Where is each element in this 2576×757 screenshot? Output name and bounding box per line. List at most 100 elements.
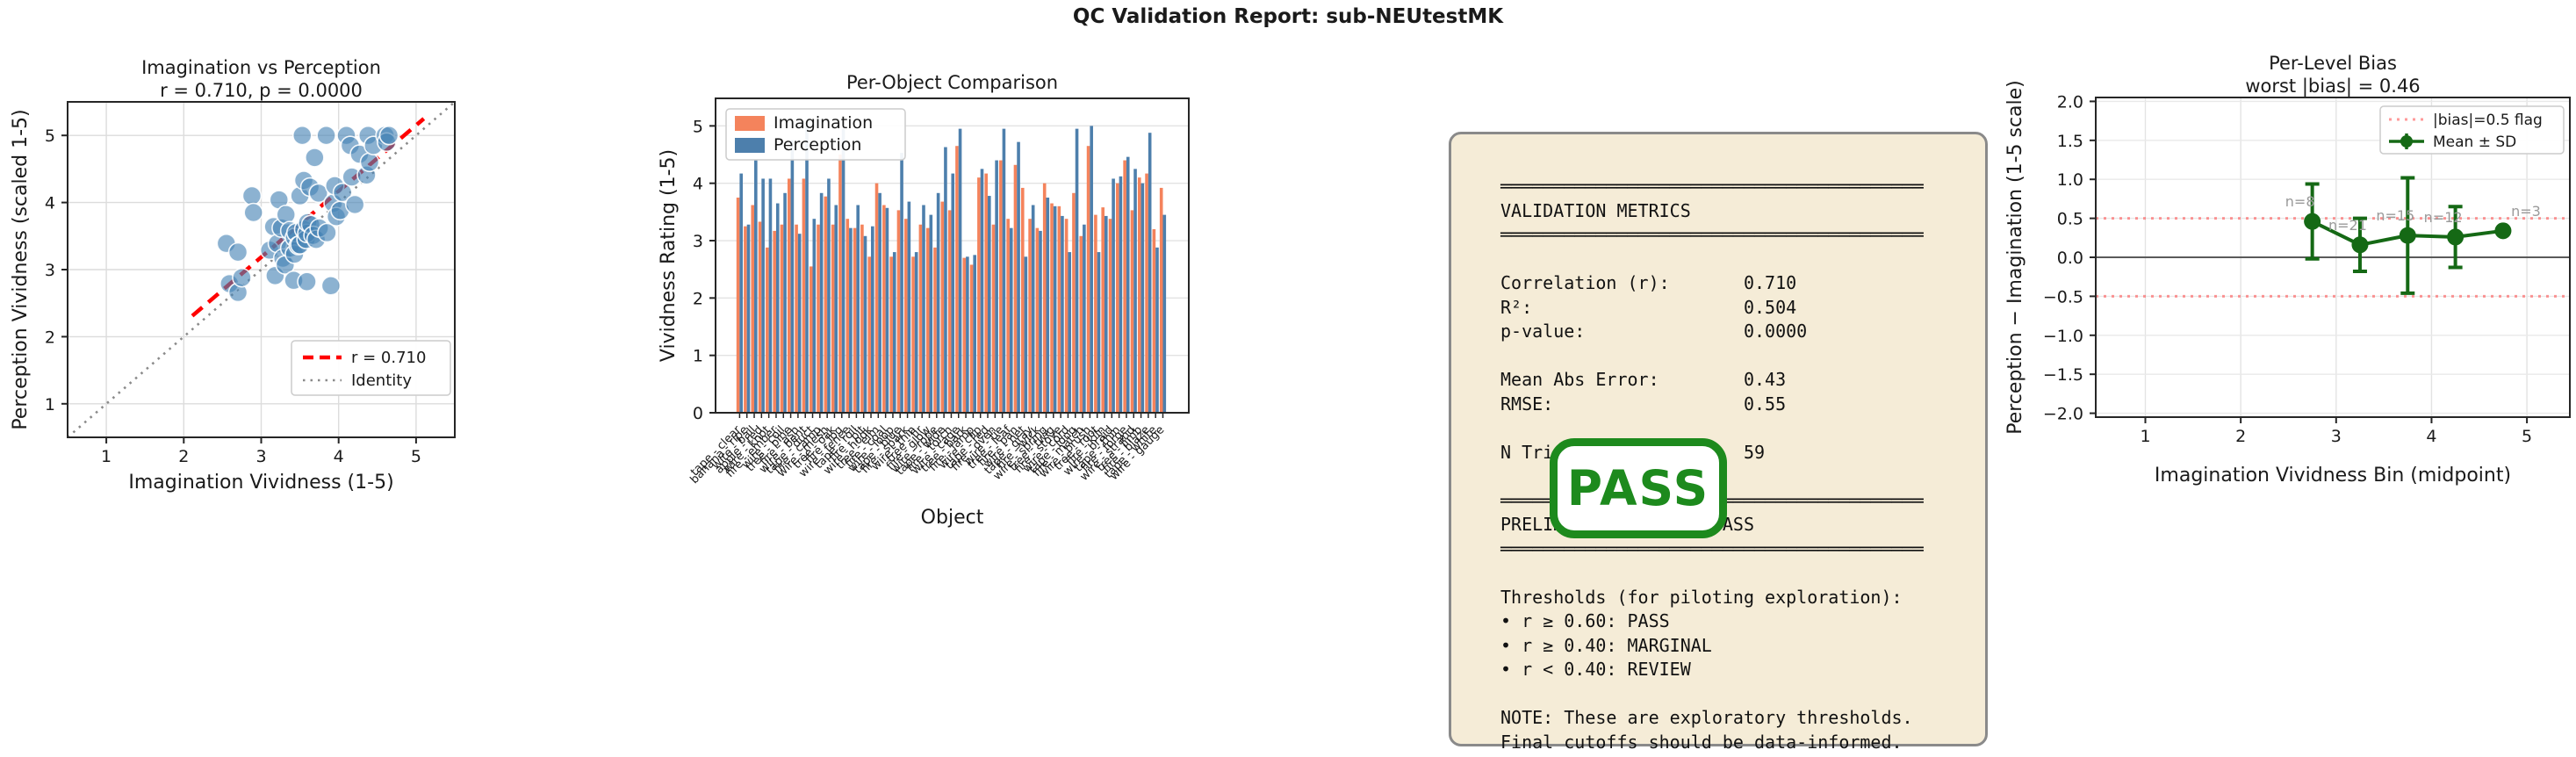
bar-imagination (1116, 183, 1119, 413)
bar-perception (958, 128, 962, 413)
bar-perception (1119, 176, 1123, 413)
bias-x-tick-label: 4 (2426, 427, 2436, 446)
bar-perception (900, 153, 903, 413)
bias-xlabel: Imagination Vividness Bin (midpoint) (2155, 465, 2511, 487)
bar-perception (1039, 230, 1042, 413)
bar-imagination (1006, 219, 1010, 413)
scatter-point (305, 148, 325, 168)
bias-legend-box (2379, 105, 2565, 155)
bar-imagination (1042, 183, 1047, 413)
bars-xlabel: Object (921, 507, 984, 529)
bar-perception (754, 160, 758, 413)
bar-perception (1083, 224, 1086, 413)
bars-y-tick-label: 3 (693, 232, 703, 251)
scatter-point (291, 125, 313, 146)
scatter-point (241, 185, 263, 206)
bar-perception (1155, 247, 1159, 413)
bar-imagination (787, 178, 791, 414)
bar-perception (834, 205, 838, 413)
bar-imagination (809, 266, 813, 413)
bar-imagination (977, 177, 981, 413)
pass-stamp: PASS (1550, 438, 1727, 538)
bar-perception (819, 192, 824, 413)
bars-y-tick-label: 1 (693, 347, 703, 366)
bar-imagination (896, 210, 901, 413)
bars-y-tick-label: 5 (693, 117, 703, 136)
scatter-point (359, 152, 380, 173)
bar-perception (1061, 215, 1064, 413)
bar-imagination (736, 198, 740, 413)
bias-y-tick-label: 1.5 (2057, 132, 2083, 151)
bar-perception (841, 128, 845, 413)
bar-imagination (911, 256, 915, 413)
bias-y-tick-label: 0.0 (2057, 249, 2083, 268)
bar-perception (973, 255, 976, 413)
bar-perception (1068, 252, 1072, 413)
bar-perception (739, 173, 743, 413)
scatter-point (227, 242, 248, 263)
bar-imagination (780, 224, 784, 413)
bar-imagination (1145, 173, 1148, 413)
scatter-point (308, 183, 329, 204)
bias-y-tick-label: 0.5 (2057, 210, 2083, 229)
scatter-y-tick-label: 5 (45, 126, 55, 146)
bar-imagination (1094, 214, 1097, 413)
bar-imagination (1064, 219, 1069, 413)
bar-perception (1075, 128, 1079, 413)
bar-imagination (751, 205, 755, 413)
bar-imagination (758, 221, 762, 413)
bar-imagination (999, 160, 1003, 413)
figure-title: QC Validation Report: sub-NEUtestMK (1072, 5, 1504, 28)
bias-x-tick-label: 2 (2235, 427, 2246, 446)
scatter-point (332, 182, 353, 203)
bar-imagination (918, 224, 923, 413)
bars-y-tick-label: 4 (693, 175, 703, 194)
scatter-legend-box (291, 340, 451, 396)
bar-imagination (845, 219, 850, 413)
scatter-xlabel: Imagination Vividness (1-5) (128, 472, 393, 494)
bias-x-tick-label: 5 (2522, 427, 2532, 446)
scatter-y-tick-label: 4 (45, 194, 55, 213)
scatter-y-tick-label: 2 (45, 328, 55, 347)
bar-imagination (882, 205, 886, 413)
bar-imagination (1123, 160, 1126, 413)
scatter-x-tick-label: 3 (255, 447, 266, 466)
bar-perception (1090, 126, 1093, 413)
scatter-y-tick-label: 3 (45, 261, 55, 280)
bar-perception (1002, 128, 1006, 413)
legend-perception-swatch (735, 138, 765, 153)
bar-perception (914, 252, 918, 413)
bar-perception (746, 224, 751, 413)
bar-perception (805, 126, 809, 413)
bars-legend-label-imagination: Imagination (774, 113, 873, 133)
identity-line (67, 101, 456, 438)
bar-imagination (824, 196, 828, 413)
bar-perception (951, 173, 955, 413)
bar-imagination (795, 224, 798, 413)
bar-imagination (874, 183, 879, 413)
bias-y-tick-label: −0.5 (2043, 287, 2083, 306)
bars-legend-box (725, 108, 906, 161)
bar-imagination (969, 264, 974, 413)
bias-y-tick-label: −2.0 (2043, 405, 2083, 424)
bar-imagination (1020, 187, 1025, 413)
bar-perception (1105, 215, 1108, 413)
bars-axes-frame (715, 97, 1190, 414)
bar-perception (871, 226, 874, 413)
bar-perception (812, 219, 817, 413)
bar-perception (907, 201, 911, 413)
scatter-point (297, 271, 317, 292)
scatter-x-tick-label: 4 (334, 447, 344, 466)
bar-perception (922, 205, 925, 413)
bar-perception (995, 160, 998, 413)
bias-ylabel: Perception − Imagination (1-5 scale) (2004, 80, 2026, 435)
scatter-point (276, 205, 297, 225)
scatter-point (317, 222, 337, 243)
bar-perception (1046, 198, 1050, 413)
bar-imagination (867, 256, 872, 413)
bar-perception (1053, 205, 1057, 413)
bar-imagination (933, 247, 937, 413)
bar-imagination (940, 201, 945, 413)
scatter-ylabel: Perception Vividness (scaled 1-5) (10, 109, 32, 429)
